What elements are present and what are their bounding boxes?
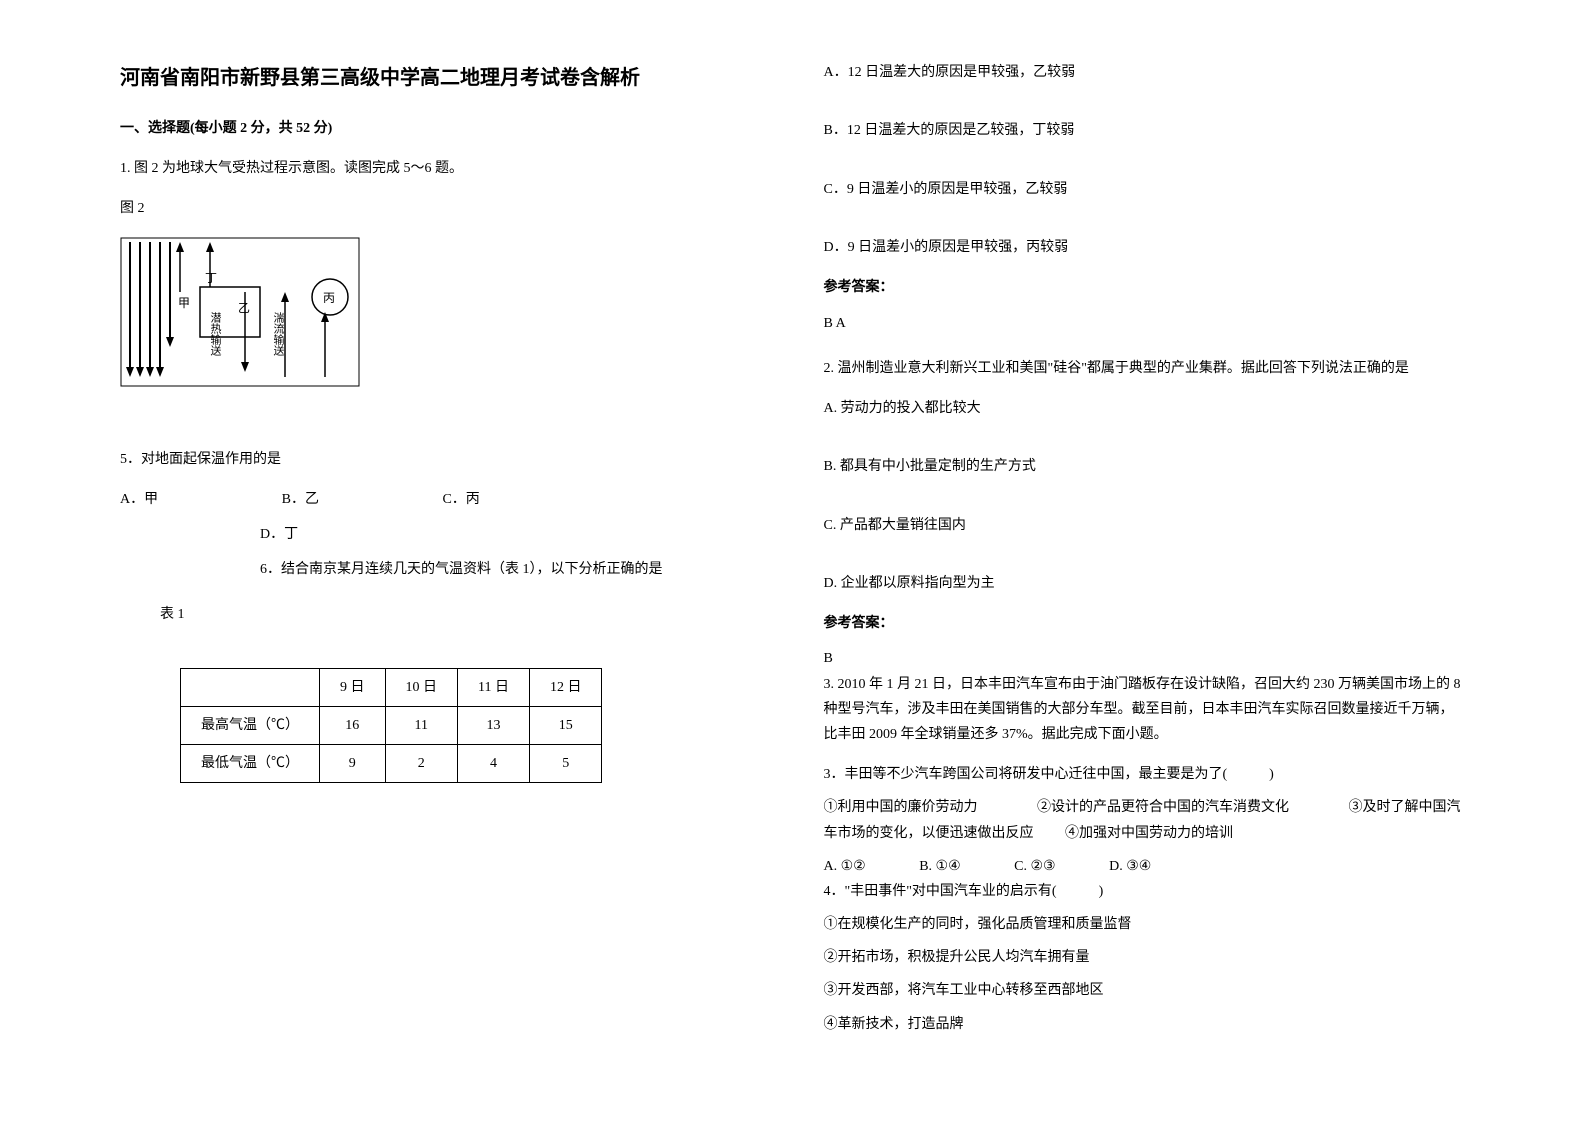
section-header: 一、选择题(每小题 2 分，共 52 分) [120, 116, 764, 141]
q6-option-b: B．12 日温差大的原因是乙较强，丁较弱 [824, 118, 1468, 143]
table-cell: 最低气温（℃） [181, 744, 320, 782]
table-row: 最高气温（℃） 16 11 13 15 [181, 706, 602, 744]
q4-sub-1: ①在规模化生产的同时，强化品质管理和质量监督 [824, 912, 1468, 937]
q3-sub-2: ②设计的产品更符合中国的汽车消费文化 [1037, 800, 1289, 815]
table-1-label: 表 1 [160, 602, 764, 627]
table-row: 最低气温（℃） 9 2 4 5 [181, 744, 602, 782]
q2-option-a: A. 劳动力的投入都比较大 [824, 396, 1468, 421]
q3-option-c: C. ②③ [1014, 854, 1055, 879]
table-cell: 9 [320, 744, 386, 782]
table-cell: 16 [320, 706, 386, 744]
table-cell: 4 [458, 744, 530, 782]
q3-options: A. ①② B. ①④ C. ②③ D. ③④ [824, 854, 1468, 879]
svg-text:甲: 甲 [178, 296, 190, 310]
q2-answer: B [824, 646, 1468, 671]
q3-option-a: A. ①② [824, 854, 866, 879]
question-2-text: 2. 温州制造业意大利新兴工业和美国"硅谷"都属于典型的产业集群。据此回答下列说… [824, 356, 1468, 381]
table-cell: 2 [385, 744, 458, 782]
q3-sub-1: ①利用中国的廉价劳动力 [824, 800, 978, 815]
figure-2-label: 图 2 [120, 196, 764, 221]
q5-option-c: C．丙 [442, 487, 479, 512]
q6-option-c: C．9 日温差小的原因是甲较强，乙较弱 [824, 177, 1468, 202]
table-cell: 15 [529, 706, 602, 744]
temperature-table: 9 日 10 日 11 日 12 日 最高气温（℃） 16 11 13 15 最… [180, 668, 602, 784]
svg-text:丁: 丁 [205, 271, 217, 285]
exam-title: 河南省南阳市新野县第三高级中学高二地理月考试卷含解析 [120, 60, 764, 96]
right-column: A．12 日温差大的原因是甲较强，乙较弱 B．12 日温差大的原因是乙较强，丁较… [794, 60, 1498, 1062]
q3-option-b: B. ①④ [919, 854, 960, 879]
table-header-cell: 12 日 [529, 668, 602, 706]
q5-option-d: D．丁 [260, 522, 764, 547]
q56-answer: B A [824, 311, 1468, 336]
table-header-cell: 10 日 [385, 668, 458, 706]
q3-option-d: D. ③④ [1109, 854, 1151, 879]
table-header-cell: 11 日 [458, 668, 530, 706]
q3-subs: ①利用中国的廉价劳动力 ②设计的产品更符合中国的汽车消费文化 ③及时了解中国汽车… [824, 795, 1468, 845]
answer-label-1: 参考答案： [824, 275, 1468, 300]
atmosphere-diagram: 甲 丁 乙 潜热输送 湍流输送 丙 [120, 237, 764, 387]
q2-option-b: B. 都具有中小批量定制的生产方式 [824, 454, 1468, 479]
q3-sub-4: ④加强对中国劳动力的培训 [1065, 826, 1233, 841]
table-header-row: 9 日 10 日 11 日 12 日 [181, 668, 602, 706]
q5-option-a: A．甲 [120, 487, 158, 512]
question-4-text: 4．"丰田事件"对中国汽车业的启示有( ) [824, 879, 1468, 904]
q5-option-b: B．乙 [282, 487, 319, 512]
question-1-text: 1. 图 2 为地球大气受热过程示意图。读图完成 5～6 题。 [120, 156, 764, 181]
q5-options-row1: A．甲 B．乙 C．丙 [120, 487, 764, 512]
table-cell: 5 [529, 744, 602, 782]
svg-text:潜热输送: 潜热输送 [209, 310, 222, 355]
q6-option-d: D．9 日温差小的原因是甲较强，丙较弱 [824, 235, 1468, 260]
svg-text:湍流输送: 湍流输送 [272, 311, 285, 355]
q2-option-c: C. 产品都大量销往国内 [824, 513, 1468, 538]
question-6-text: 6．结合南京某月连续几天的气温资料（表 1），以下分析正确的是 [260, 557, 764, 582]
table-cell: 最高气温（℃） [181, 706, 320, 744]
table-header-cell [181, 668, 320, 706]
q6-option-a: A．12 日温差大的原因是甲较强，乙较弱 [824, 60, 1468, 85]
question-3-intro: 3. 2010 年 1 月 21 日，日本丰田汽车宣布由于油门踏板存在设计缺陷，… [824, 672, 1468, 748]
svg-text:丙: 丙 [323, 291, 335, 305]
question-5-text: 5．对地面起保温作用的是 [120, 447, 764, 472]
table-header-cell: 9 日 [320, 668, 386, 706]
table-cell: 11 [385, 706, 458, 744]
answer-label-2: 参考答案： [824, 611, 1468, 636]
q4-sub-4: ④革新技术，打造品牌 [824, 1012, 1468, 1037]
svg-text:乙: 乙 [238, 301, 250, 315]
left-column: 河南省南阳市新野县第三高级中学高二地理月考试卷含解析 一、选择题(每小题 2 分… [90, 60, 794, 1062]
table-cell: 13 [458, 706, 530, 744]
question-3-text: 3．丰田等不少汽车跨国公司将研发中心迁往中国，最主要是为了( ) [824, 762, 1468, 787]
q2-option-d: D. 企业都以原料指向型为主 [824, 571, 1468, 596]
q4-sub-2: ②开拓市场，积极提升公民人均汽车拥有量 [824, 945, 1468, 970]
q4-sub-3: ③开发西部，将汽车工业中心转移至西部地区 [824, 978, 1468, 1003]
